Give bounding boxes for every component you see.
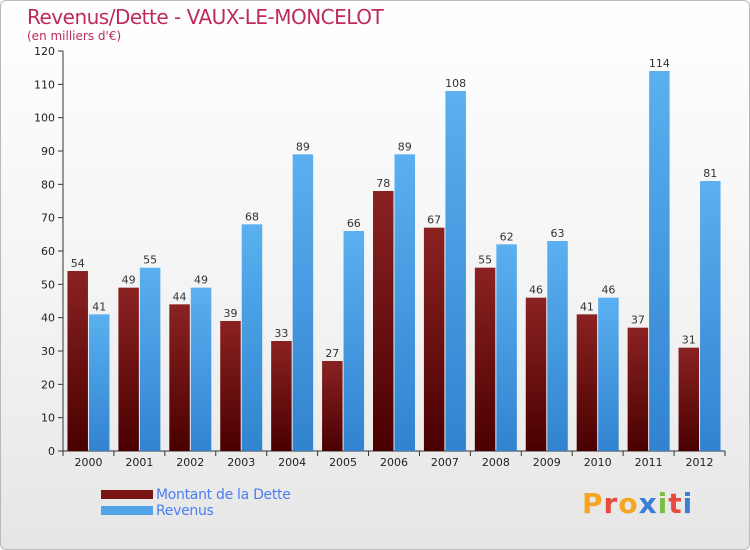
bar-revenus [343, 231, 365, 451]
x-tick-label: 2011 [635, 456, 663, 469]
x-tick-label: 2007 [431, 456, 459, 469]
x-tick-label: 2005 [329, 456, 357, 469]
value-label-revenus: 114 [649, 57, 670, 70]
value-label-dette: 41 [580, 300, 594, 313]
x-tick-label: 2008 [482, 456, 510, 469]
proxiti-logo: Proxiti [582, 487, 693, 520]
value-label-dette: 33 [274, 327, 288, 340]
chart-subtitle: (en milliers d'€) [27, 29, 122, 43]
bar-dette [169, 304, 190, 451]
logo-letter: o [618, 487, 639, 520]
y-tick-label: 40 [41, 312, 55, 325]
x-tick-label: 2002 [176, 456, 204, 469]
bar-dette [423, 227, 445, 451]
bar-dette [678, 347, 700, 451]
bar-revenus [445, 91, 466, 451]
value-label-revenus: 68 [245, 210, 259, 223]
bar-dette [627, 327, 649, 451]
bar-revenus [700, 181, 721, 451]
value-label-revenus: 89 [296, 140, 310, 153]
bar-dette [118, 287, 139, 451]
y-tick-label: 100 [34, 112, 55, 125]
y-tick-label: 0 [48, 445, 55, 458]
bar-revenus [394, 154, 415, 452]
x-tick-label: 2000 [74, 456, 102, 469]
bar-dette [373, 191, 394, 451]
legend-swatch-dette [101, 490, 153, 499]
value-label-dette: 67 [427, 214, 441, 227]
y-tick-label: 120 [34, 45, 55, 58]
bar-dette [525, 297, 547, 451]
legend-swatch-revenus [101, 506, 153, 515]
value-label-dette: 46 [529, 284, 543, 297]
value-label-revenus: 62 [500, 230, 514, 243]
chart-value-labels: 54 41 49 55 44 49 39 68 33 89 27 66 78 89 67 108 55 62 46 6… [71, 57, 718, 360]
value-label-dette: 39 [223, 307, 237, 320]
value-label-revenus: 49 [194, 274, 208, 287]
bar-dette [322, 361, 343, 451]
bar-dette [220, 321, 241, 451]
logo-letter: P [582, 487, 604, 520]
value-label-dette: 54 [71, 257, 85, 270]
chart-bars [67, 71, 721, 452]
value-label-dette: 31 [682, 334, 696, 347]
bar-revenus [292, 154, 314, 452]
bar-revenus [139, 267, 161, 451]
logo-letter: t [668, 487, 683, 520]
value-label-revenus: 81 [703, 167, 717, 180]
bar-revenus [88, 314, 110, 451]
value-label-dette: 49 [122, 274, 136, 287]
legend-label-revenus: Revenus [156, 503, 214, 519]
bar-revenus [598, 297, 619, 451]
bar-dette [67, 271, 88, 451]
y-tick-label: 60 [41, 245, 55, 258]
x-tick-label: 2012 [686, 456, 714, 469]
bar-revenus [241, 224, 263, 451]
x-tick-label: 2001 [125, 456, 153, 469]
logo-letter: i [657, 487, 669, 520]
bar-dette [576, 314, 598, 451]
x-tick-label: 2009 [533, 456, 561, 469]
value-label-dette: 55 [478, 254, 492, 267]
y-tick-label: 70 [41, 212, 55, 225]
x-tick-label: 2006 [380, 456, 408, 469]
value-label-revenus: 55 [143, 254, 157, 267]
bar-dette [271, 341, 292, 451]
chart-title: Revenus/Dette - VAUX-LE-MONCELOT [27, 5, 384, 29]
value-label-dette: 27 [325, 347, 339, 360]
y-tick-label: 20 [41, 378, 55, 391]
bar-revenus [496, 244, 517, 451]
value-label-revenus: 63 [551, 227, 565, 240]
logo-letter: r [603, 487, 619, 520]
y-tick-label: 50 [41, 278, 55, 291]
value-label-revenus: 66 [347, 217, 361, 230]
y-tick-label: 90 [41, 145, 55, 158]
chart-axes: 0 10 20 30 40 50 60 70 80 90 100 110 120 2000 2001 2002… [34, 45, 726, 469]
y-tick-label: 30 [41, 345, 55, 358]
legend-label-dette: Montant de la Dette [156, 487, 291, 503]
x-tick-label: 2004 [278, 456, 306, 469]
x-tick-label: 2010 [584, 456, 612, 469]
bar-revenus [190, 287, 212, 451]
logo-letter: x [638, 487, 658, 520]
x-tick-label: 2003 [227, 456, 255, 469]
logo-letter: i [682, 487, 694, 520]
y-tick-label: 110 [34, 78, 55, 91]
value-label-revenus: 89 [398, 140, 412, 153]
value-label-revenus: 46 [601, 284, 615, 297]
value-label-dette: 44 [173, 290, 187, 303]
bar-revenus [547, 241, 568, 451]
value-label-revenus: 108 [445, 77, 466, 90]
bar-dette [474, 267, 496, 451]
bar-revenus [649, 71, 670, 451]
value-label-revenus: 41 [92, 300, 106, 313]
value-label-dette: 78 [376, 177, 390, 190]
value-label-dette: 37 [631, 314, 645, 327]
y-tick-label: 80 [41, 178, 55, 191]
y-tick-label: 10 [41, 412, 55, 425]
